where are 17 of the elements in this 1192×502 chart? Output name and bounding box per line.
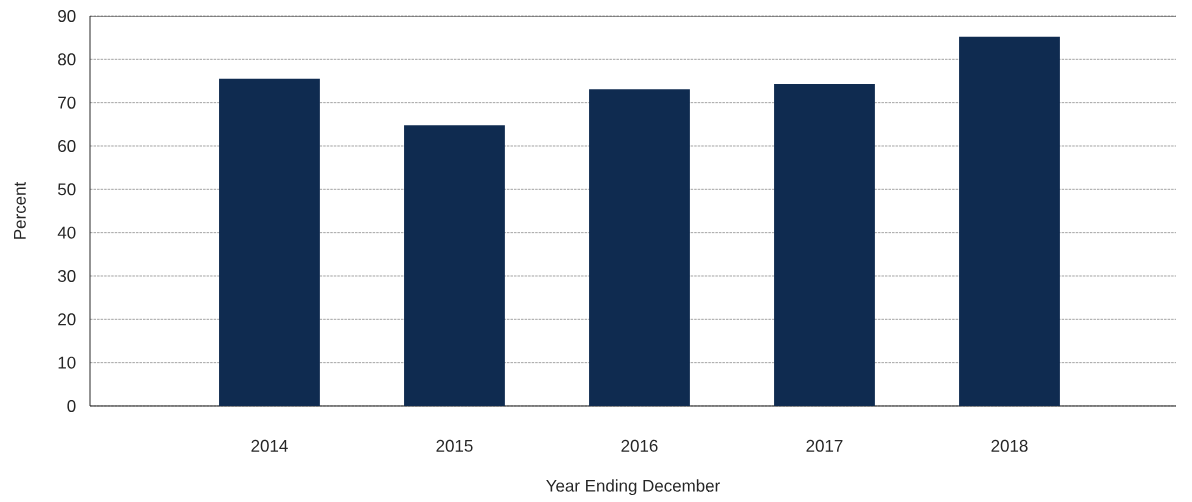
x-tick-label: 2017 (806, 439, 843, 452)
y-tick-label: 30 (57, 269, 76, 282)
y-tick-label: 50 (58, 183, 76, 196)
x-tick-label: 2015 (436, 439, 473, 452)
x-tick-label: 2018 (991, 439, 1028, 452)
y-tick-label: 60 (58, 139, 76, 152)
y-tick-label: 20 (58, 313, 76, 326)
y-tick-label: 70 (58, 96, 76, 109)
y-axis-title: Percent (14, 181, 26, 239)
y-tick-label: 0 (67, 399, 76, 412)
x-tick-label: 2014 (251, 439, 288, 452)
y-tick-label: 80 (58, 53, 76, 66)
x-axis-title: Year Ending December (546, 479, 720, 496)
y-tick-label: 10 (58, 356, 76, 369)
y-tick-label: 40 (57, 226, 76, 239)
y-tick-label: 90 (58, 9, 76, 22)
x-tick-label: 2016 (621, 439, 658, 452)
